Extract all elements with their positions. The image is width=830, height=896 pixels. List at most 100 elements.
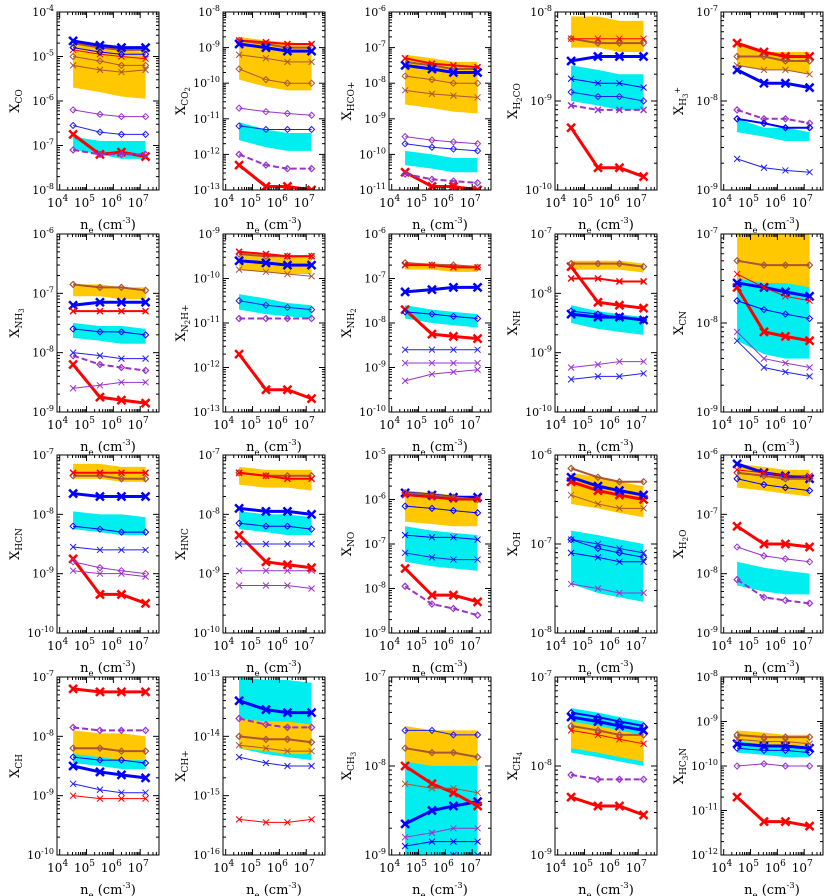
series-path: [72, 39, 146, 50]
data-point: [449, 506, 458, 515]
series-path: [73, 328, 146, 336]
tick-base: 10: [101, 861, 116, 875]
data-point: [450, 851, 457, 855]
series-line: [69, 62, 149, 76]
y-label-sub3: N: [679, 748, 689, 756]
data-point: [733, 328, 741, 336]
series-path: [571, 729, 644, 745]
data-point: [733, 475, 741, 483]
series-line: [566, 712, 649, 736]
tick-base: 10: [696, 449, 710, 462]
tick-base: 10: [379, 196, 394, 210]
data-point: [283, 522, 292, 530]
plot-area: [68, 36, 151, 162]
data-point: [96, 756, 104, 764]
tick-base: 10: [364, 627, 378, 640]
plot-area: [68, 280, 151, 408]
data-point: [615, 313, 624, 321]
series-line: [69, 106, 150, 121]
tick-exp: 6: [282, 859, 288, 869]
series-line: [69, 351, 150, 375]
x-tick-label: 105: [572, 194, 593, 210]
tick-base: 10: [530, 760, 544, 773]
y-label-sub: HCO+: [347, 82, 357, 112]
data-point: [760, 164, 768, 172]
y-axis-label: XH3+: [672, 87, 690, 115]
y-axis-label: XNH2: [340, 308, 358, 337]
data-point: [638, 171, 649, 182]
data-point: [594, 274, 602, 283]
tick-exp: -9: [378, 111, 386, 120]
data-point: [428, 261, 436, 269]
tick-base: 10: [765, 418, 780, 432]
series-line: [732, 282, 815, 346]
tick-exp: -7: [710, 4, 718, 13]
y-tick-label: 10-7: [364, 40, 386, 55]
data-point: [449, 145, 458, 153]
data-point: [804, 82, 815, 93]
x-tick-label: 104: [545, 194, 566, 210]
series-line: [566, 51, 649, 66]
x-axis-label-part: e: [587, 448, 592, 458]
data-point: [567, 549, 575, 557]
data-point: [639, 775, 648, 784]
data-point: [428, 346, 436, 354]
data-point: [781, 310, 790, 318]
data-point: [96, 110, 104, 119]
series-line: [401, 744, 482, 761]
series-line: [69, 543, 149, 554]
series-line: [401, 261, 482, 271]
y-label-sub3: H+: [181, 305, 191, 320]
x-axis-label-part: (cm: [426, 661, 455, 676]
data-point: [261, 384, 271, 395]
series-line: [235, 297, 316, 314]
data-point: [95, 767, 105, 777]
tick-exp: -6: [378, 4, 386, 13]
data-point: [450, 784, 457, 792]
band-cyan: [405, 305, 478, 328]
data-point: [401, 359, 409, 367]
tick-base: 10: [691, 849, 705, 862]
tick-exp: -10: [41, 625, 54, 634]
data-point: [306, 46, 317, 57]
data-point: [804, 335, 815, 346]
series-path: [73, 474, 146, 480]
data-point: [284, 58, 291, 66]
data-point: [308, 762, 315, 770]
data-point: [640, 549, 647, 557]
data-point: [69, 543, 77, 551]
data-point: [117, 61, 126, 70]
y-tick-label: 10-9: [364, 360, 386, 375]
y-label-base: X: [174, 105, 189, 115]
series-line: [235, 266, 315, 280]
tick-base: 10: [792, 196, 807, 210]
data-point: [401, 308, 409, 316]
series-line: [567, 358, 647, 371]
data-point: [594, 106, 602, 114]
data-point: [68, 761, 78, 771]
y-axis-label: XNO: [340, 532, 357, 557]
x-axis-label-part: n: [412, 218, 421, 233]
x-tick-label: 106: [433, 859, 454, 875]
data-point: [638, 51, 649, 62]
tick-base: 10: [379, 418, 394, 432]
tick-base: 10: [433, 639, 448, 653]
x-axis-label-part: ): [795, 440, 800, 455]
x-axis-label-part: e: [421, 448, 426, 458]
tick-exp: -8: [544, 4, 552, 13]
tick-base: 10: [364, 42, 378, 55]
tick-base: 10: [294, 861, 309, 875]
y-label-sub3: CO: [513, 83, 523, 97]
y-label-sup: +: [673, 87, 682, 94]
series-path: [239, 269, 312, 277]
tick-base: 10: [599, 196, 614, 210]
data-point: [449, 138, 458, 146]
x-tick-label: 106: [101, 194, 122, 210]
data-point: [401, 72, 409, 80]
data-point: [307, 314, 316, 323]
data-point: [117, 363, 126, 372]
data-point: [96, 128, 104, 136]
x-axis-label: ne (cm-3): [412, 881, 468, 896]
